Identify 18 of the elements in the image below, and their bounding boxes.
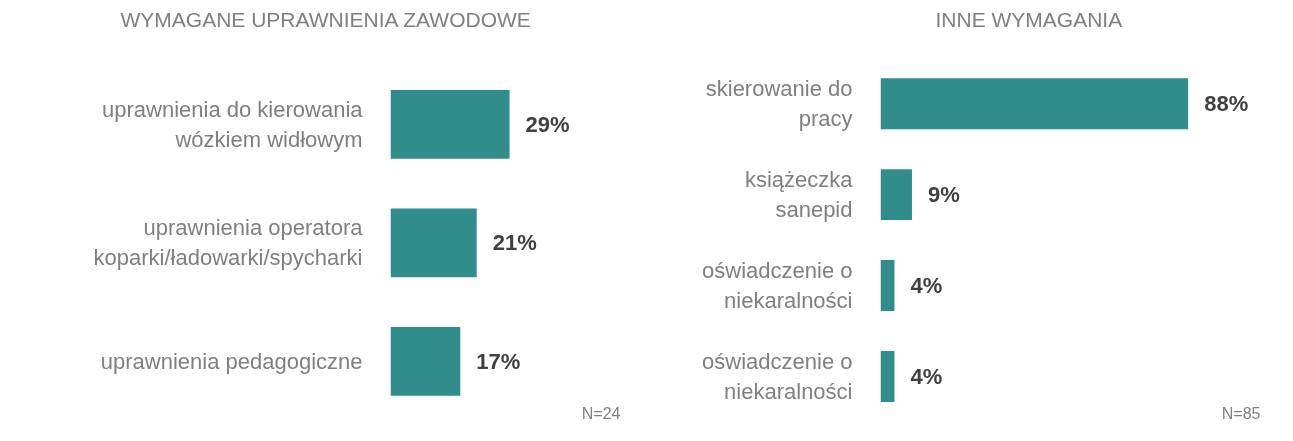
y-tick-label: uprawnienia do kierowania wózkiem widłowym [102, 96, 364, 152]
data-label: 4% [910, 273, 943, 299]
y-tick-label: uprawnienia pedagogiczne [100, 348, 363, 374]
y-tick-label: książeczka sanepid [744, 167, 854, 223]
data-label: 21% [492, 230, 537, 256]
y-tick-label: skierowanie do pracy [705, 76, 853, 132]
text: N=24 [581, 404, 621, 422]
data-label: 4% [910, 363, 943, 389]
y-tick-label: uprawnienia operatora koparki/ładowarki/spycharki [93, 215, 364, 271]
data-label: 17% [476, 348, 521, 374]
data-label: 9% [927, 182, 960, 208]
y-tick-label: oświadczenie o niekaralności [702, 348, 853, 404]
chart-title: WYMAGANE UPRAWNIENIA ZAWODOWE [120, 7, 531, 31]
data-label: 88% [1204, 91, 1249, 117]
chart-title: INNE WYMAGANIA [935, 7, 1123, 31]
data-label: 29% [525, 111, 570, 137]
text: N=85 [1221, 404, 1261, 422]
y-tick-label: oświadczenie o niekaralności [702, 258, 853, 314]
